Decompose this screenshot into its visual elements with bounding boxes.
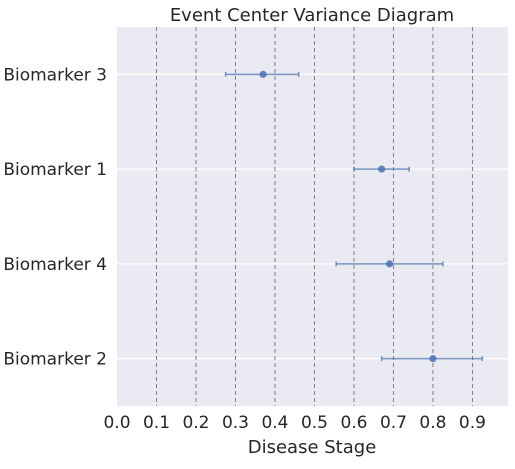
data-point: [429, 355, 437, 363]
y-tick-label: Biomarker 4: [3, 255, 107, 275]
x-tick-labels: 0.0 0.1 0.2 0.3 0.4 0.5 0.6 0.7 0.8 0.9: [103, 413, 486, 433]
y-tick-labels: Biomarker 3 Biomarker 1 Biomarker 4 Biomark…: [3, 65, 107, 369]
x-tick-label: 0.3: [222, 413, 249, 433]
x-tick-label: 0.9: [459, 413, 486, 433]
x-tick-label: 0.2: [182, 413, 209, 433]
x-tick-label: 0.5: [301, 413, 328, 433]
data-point: [378, 165, 386, 173]
x-axis-label: Disease Stage: [248, 437, 377, 458]
y-tick-label: Biomarker 3: [3, 65, 107, 85]
error-bar-group: [353, 165, 411, 173]
x-tick-label: 0.7: [380, 413, 407, 433]
x-tick-label: 0.8: [419, 413, 446, 433]
data-point: [385, 260, 394, 268]
plot-background: [117, 27, 508, 406]
y-tick-label: Biomarker 2: [3, 350, 107, 370]
error-bar-group: [380, 355, 484, 363]
data-layer: [224, 70, 484, 363]
error-bar-group: [335, 260, 444, 268]
dashed-lines-layer: [155, 27, 473, 406]
x-tick-label: 0.0: [103, 413, 130, 433]
x-tick-label: 0.6: [340, 413, 367, 433]
error-bar-group: [224, 70, 300, 78]
data-point: [259, 70, 267, 78]
x-tick-label: 0.4: [261, 413, 288, 433]
x-tick-label: 0.1: [143, 413, 170, 433]
y-tick-label: Biomarker 1: [3, 160, 107, 180]
chart-title: Event Center Variance Diagram: [170, 5, 454, 26]
